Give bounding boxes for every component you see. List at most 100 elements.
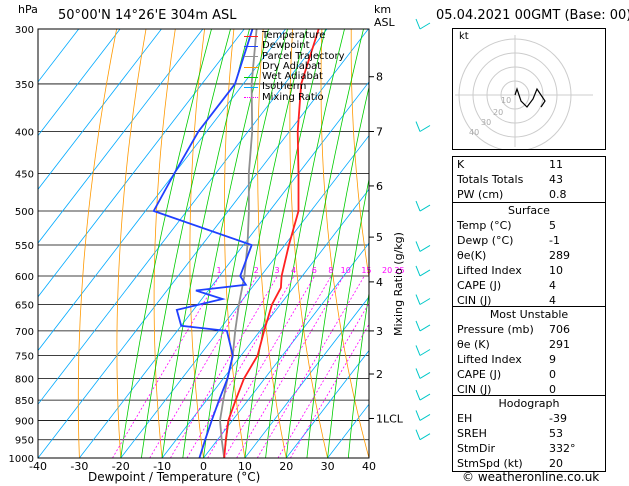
isotherm-line xyxy=(38,29,80,83)
mu-value: 0 xyxy=(549,368,556,381)
most-unstable-panel: Most Unstable Pressure (mb) 706 θe (K) 291… xyxy=(452,306,606,398)
y-axis-label: Mixing Ratio (g/kg) xyxy=(392,232,405,336)
mixing-ratio-label: 2 xyxy=(254,266,259,275)
wet-adiabat xyxy=(182,29,269,458)
hodo-ring-label-30: 30 xyxy=(481,118,491,127)
footer-credit: © weatheronline.co.uk xyxy=(462,470,600,484)
surface-label: θe(K) xyxy=(457,249,487,262)
isotherm-line xyxy=(79,81,369,458)
hodo-value: 53 xyxy=(549,427,563,440)
wind-barb xyxy=(419,269,431,277)
hodograph-table-title: Hodograph xyxy=(498,397,560,410)
km-tick-label: 1LCL xyxy=(376,412,404,425)
surface-value: -1 xyxy=(549,234,560,247)
dry-adiabat xyxy=(77,29,117,458)
location-title: 50°00'N 14°26'E 304m ASL xyxy=(58,8,237,23)
wind-barb xyxy=(415,200,421,212)
wind-barb xyxy=(419,244,431,252)
datetime-title: 05.04.2021 00GMT (Base: 00) xyxy=(436,8,629,23)
legend-label: Isotherm xyxy=(262,81,307,93)
km-tick-label: 8 xyxy=(376,71,383,84)
pressure-tick-label: 550 xyxy=(15,241,34,252)
index-label: PW (cm) xyxy=(457,188,504,201)
mu-value: 9 xyxy=(549,353,556,366)
hodo-label: StmSpd (kt) xyxy=(457,457,523,470)
index-value: 0.8 xyxy=(549,188,567,201)
surface-title: Surface xyxy=(508,204,550,217)
wind-barb xyxy=(419,433,431,441)
hodo-ring-label-40: 40 xyxy=(469,128,479,137)
temperature-tick-label: -10 xyxy=(153,460,171,473)
wind-barb xyxy=(419,372,431,379)
surface-label: Temp (°C) xyxy=(457,219,512,232)
hodo-label: EH xyxy=(457,412,473,425)
wind-barb xyxy=(419,204,431,212)
surface-value: 5 xyxy=(549,219,556,232)
wet-adiabat xyxy=(265,29,345,458)
hodo-ring-label-20: 20 xyxy=(493,108,503,117)
isotherm-line xyxy=(38,29,245,298)
pressure-tick-label: 800 xyxy=(15,374,34,385)
temperature-tick-label: 0 xyxy=(200,460,207,473)
temperature-tick-label: -30 xyxy=(70,460,88,473)
wind-barb xyxy=(415,410,421,421)
mixing-ratio-label: 20 xyxy=(382,266,392,275)
legend: Temperature Dewpoint Parcel Trajectory Dry … xyxy=(244,30,345,103)
mu-value: 291 xyxy=(549,338,570,351)
wind-barb xyxy=(415,294,421,305)
isotherm-line xyxy=(161,188,369,458)
index-label: Totals Totals xyxy=(457,173,524,186)
legend-entry: Parcel Trajectory xyxy=(244,51,345,62)
mu-value: 706 xyxy=(549,323,570,336)
km-tick-label: 7 xyxy=(376,126,383,139)
legend-swatch xyxy=(244,45,258,47)
surface-label: Dewp (°C) xyxy=(457,234,514,247)
pressure-tick-label: 600 xyxy=(15,272,34,283)
isotherm-line xyxy=(38,29,121,137)
km-label: km xyxy=(374,3,392,16)
surface-row: CAPE (J) 4 xyxy=(453,278,605,293)
wind-barb xyxy=(419,349,431,356)
legend-label: Dewpoint xyxy=(262,40,310,52)
pressure-tick-label: 300 xyxy=(15,25,34,36)
temperature-tick-label: -20 xyxy=(112,460,130,473)
most-unstable-title: Most Unstable xyxy=(489,308,569,321)
hodograph-plot: 10 20 30 40 xyxy=(455,35,593,149)
mixing-ratio-line xyxy=(236,275,344,458)
surface-row: CIN (J) 4 xyxy=(453,293,605,308)
legend-swatch xyxy=(244,76,258,78)
legend-label: Wet Adiabat xyxy=(262,71,323,83)
mixing-ratio-label: 8 xyxy=(328,266,333,275)
pressure-tick-label: 750 xyxy=(15,351,34,362)
legend-entry: Mixing Ratio xyxy=(244,91,345,103)
legend-entry: Isotherm xyxy=(244,82,345,92)
isotherm-line xyxy=(285,349,369,458)
hodo-row: StmDir 332° xyxy=(453,441,605,456)
wind-barb xyxy=(419,324,431,332)
km-tick-label: 2 xyxy=(376,368,383,381)
dry-adiabat xyxy=(257,29,287,458)
wind-barb xyxy=(419,298,431,305)
surface-value: 4 xyxy=(549,279,556,292)
mu-label: θe (K) xyxy=(457,338,490,351)
hodograph-unit: kt xyxy=(459,31,469,42)
hodograph-table: Hodograph EH -39 SREH 53 StmDir 332° StmSpd… xyxy=(452,395,606,472)
wind-barb xyxy=(415,429,421,440)
mixing-ratio-label: 25 xyxy=(394,266,404,275)
hodo-trace xyxy=(514,87,546,108)
legend-label: Mixing Ratio xyxy=(262,91,324,103)
mu-label: CAPE (J) xyxy=(457,368,502,381)
wind-barb xyxy=(415,345,421,356)
hodograph-panel: kt 10 20 30 40 xyxy=(452,28,606,150)
legend-swatch xyxy=(244,56,258,58)
pressure-tick-label: 350 xyxy=(15,80,34,91)
legend-swatch xyxy=(244,87,258,89)
legend-entry: Dewpoint xyxy=(244,40,345,52)
isotherm-line xyxy=(120,134,369,458)
index-value: 43 xyxy=(549,173,563,186)
surface-row: Lifted Index 10 xyxy=(453,263,605,278)
legend-swatch xyxy=(244,35,258,37)
mu-row: θe (K) 291 xyxy=(453,337,605,352)
mixing-ratio-line xyxy=(112,275,220,458)
mu-row: Lifted Index 9 xyxy=(453,352,605,367)
